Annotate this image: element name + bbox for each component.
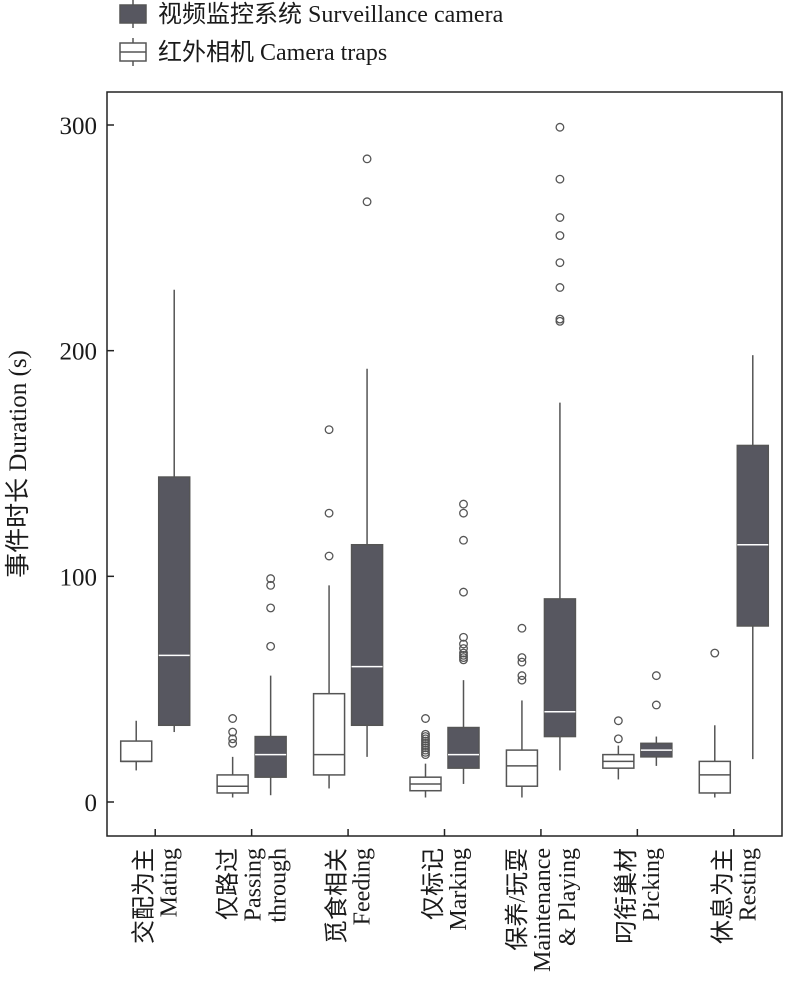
box-camera-traps-6 xyxy=(698,648,732,798)
outlier-point xyxy=(421,729,430,739)
outlier-point xyxy=(651,671,661,681)
box-camera-traps-0 xyxy=(119,720,153,771)
box-surveillance-6 xyxy=(736,355,770,760)
outlier-point xyxy=(517,657,527,667)
outlier-point xyxy=(228,727,238,737)
box-surveillance-0 xyxy=(157,289,191,733)
outlier-point xyxy=(266,603,276,613)
box-iqr xyxy=(254,735,287,778)
outlier-point xyxy=(613,734,623,744)
outlier-point xyxy=(517,675,527,685)
outlier-point xyxy=(710,648,720,658)
outlier-point xyxy=(459,644,468,653)
x-category-label: 保养/玩耍 xyxy=(504,848,531,951)
x-category-label: 休息为主 xyxy=(709,848,736,944)
outlier-point xyxy=(459,648,468,658)
y-tick-label: 100 xyxy=(60,564,98,591)
outlier-point xyxy=(362,197,372,207)
outlier-point xyxy=(459,499,468,509)
y-axis-title: 事件时长 Duration (s) xyxy=(4,350,32,578)
box-iqr xyxy=(350,543,384,727)
outlier-point xyxy=(517,671,527,681)
x-category-label: 仅标记 xyxy=(420,848,447,920)
x-category-label: 交配为主 xyxy=(131,848,158,944)
box-camera-traps-2 xyxy=(312,425,346,789)
outlier-point xyxy=(555,213,565,222)
outlier-point xyxy=(555,231,565,241)
box-iqr xyxy=(698,760,732,794)
box-iqr xyxy=(736,444,770,627)
outlier-point xyxy=(555,122,565,132)
x-axis-labels: 交配为主 Mating 仅路过 Passing through 觅食相关 Feeding 仅标… xyxy=(131,829,761,972)
x-category-label: 觅食相关 xyxy=(324,848,351,944)
legend-swatch-surveillance xyxy=(119,4,147,24)
outlier-point xyxy=(324,425,334,435)
box-iqr xyxy=(157,476,191,727)
legend-label-surveillance: 视频监控系统 Surveillance camera xyxy=(158,1,504,28)
box-surveillance-4 xyxy=(543,122,577,771)
x-category-label: Feeding xyxy=(350,848,376,925)
box-iqr xyxy=(312,692,346,776)
outlier-point xyxy=(459,508,468,518)
box-iqr xyxy=(543,598,577,738)
legend-item-surveillance: 视频监控系统 Surveillance camera xyxy=(119,0,504,28)
outlier-point xyxy=(555,283,565,292)
outlier-point xyxy=(459,535,468,545)
box-iqr xyxy=(216,774,249,794)
outlier-point xyxy=(421,714,430,723)
outlier-point xyxy=(517,623,527,633)
x-category-label: Resting xyxy=(735,848,761,921)
x-category-label: 仅路过 xyxy=(215,848,242,920)
outlier-point xyxy=(266,574,276,584)
box-camera-traps-5 xyxy=(602,716,635,780)
x-category-label: Marking xyxy=(446,848,472,931)
box-iqr xyxy=(447,726,480,769)
outlier-point xyxy=(555,314,565,324)
y-axis: 0 100 200 300 xyxy=(60,113,114,817)
outlier-point xyxy=(228,734,238,744)
outlier-point xyxy=(228,714,238,723)
y-tick-label: 200 xyxy=(60,339,98,366)
x-category-label: Picking xyxy=(639,848,665,921)
x-category-label: 叼衔巢材 xyxy=(613,848,640,944)
x-category-label: Mating xyxy=(157,848,183,917)
outlier-point xyxy=(362,154,372,164)
x-category-label: through xyxy=(266,848,292,923)
box-iqr xyxy=(505,749,539,787)
legend: 视频监控系统 Surveillance camera 红外相机 Camera t… xyxy=(119,0,504,66)
legend-item-camera-traps: 红外相机 Camera traps xyxy=(119,38,387,66)
outlier-point xyxy=(555,174,565,184)
outlier-point xyxy=(459,587,468,597)
box-surveillance-3 xyxy=(447,499,480,784)
box-camera-traps-4 xyxy=(505,623,539,798)
box-surveillance-1 xyxy=(254,574,287,796)
x-category-label: & Playing xyxy=(555,848,581,946)
outlier-point xyxy=(459,632,468,642)
box-camera-traps-1 xyxy=(216,714,249,798)
outlier-point xyxy=(228,738,238,748)
box-surveillance-5 xyxy=(640,671,673,766)
outlier-point xyxy=(651,700,661,710)
outlier-point xyxy=(517,653,527,663)
y-tick-label: 300 xyxy=(60,113,98,140)
outlier-point xyxy=(613,716,623,726)
plot-frame xyxy=(106,91,783,837)
plot-area xyxy=(119,122,770,798)
box-surveillance-2 xyxy=(350,154,384,757)
outlier-point xyxy=(266,641,276,651)
outlier-point xyxy=(459,639,468,649)
legend-label-camera-traps: 红外相机 Camera traps xyxy=(158,39,387,66)
x-category-label: Maintenance xyxy=(530,848,556,972)
x-category-label: Passing xyxy=(241,848,267,921)
outlier-point xyxy=(555,258,565,268)
outlier-point xyxy=(324,508,334,518)
box-iqr xyxy=(119,740,153,763)
y-tick-label: 0 xyxy=(85,790,98,817)
outlier-point xyxy=(324,551,334,561)
outlier-point xyxy=(266,580,276,590)
box-camera-traps-3 xyxy=(409,714,442,798)
